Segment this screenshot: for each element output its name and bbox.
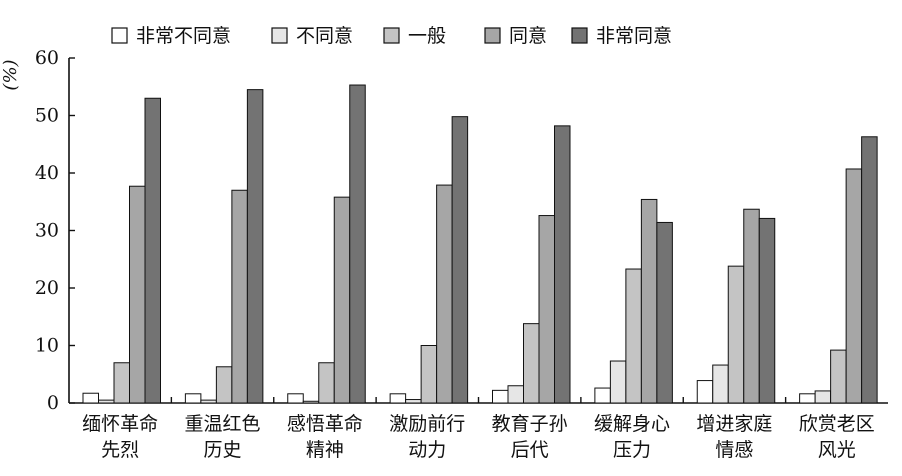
bar xyxy=(318,362,335,404)
x-tick-label: 激励前行动力 xyxy=(389,413,465,461)
bar xyxy=(389,393,407,404)
legend-label-5: 非常同意 xyxy=(596,25,672,47)
x-tick-label-line: 历史 xyxy=(204,439,242,461)
y-tick-label: 60 xyxy=(35,47,59,69)
y-tick-label: 50 xyxy=(35,105,59,127)
x-tick-label-line: 缅怀革命 xyxy=(82,413,158,435)
x-tick-label: 欣赏老区风光 xyxy=(799,413,875,461)
bar xyxy=(184,393,202,404)
bar xyxy=(333,196,351,404)
bar xyxy=(349,84,366,404)
bar xyxy=(129,185,146,404)
legend-swatch-5 xyxy=(571,27,588,44)
bar xyxy=(98,399,115,404)
x-tick-label: 缓解身心压力 xyxy=(594,413,670,461)
bar xyxy=(451,116,469,404)
bar xyxy=(758,217,776,404)
legend-label-3: 一般 xyxy=(408,25,446,47)
bar xyxy=(625,268,642,404)
legend-label-2: 不同意 xyxy=(296,25,353,47)
x-tick-label: 缅怀革命先烈 xyxy=(82,413,158,461)
bar xyxy=(287,393,304,404)
bar xyxy=(656,221,673,404)
bar xyxy=(405,399,422,404)
x-tick-label-line: 情感 xyxy=(715,439,753,461)
legend-label-1: 非常不同意 xyxy=(136,25,231,47)
bar xyxy=(861,136,878,404)
bars xyxy=(82,84,878,404)
bar xyxy=(420,345,438,404)
bar xyxy=(640,198,658,404)
x-tick-label: 教育子孙后代 xyxy=(492,413,568,461)
x-tick-label-line: 动力 xyxy=(408,439,446,461)
y-tick-label: 0 xyxy=(47,392,59,414)
bar xyxy=(492,389,509,404)
bar xyxy=(594,387,611,404)
bar xyxy=(113,362,130,404)
bar xyxy=(82,392,99,404)
legend-swatch-1 xyxy=(111,27,128,44)
legend-swatch-3 xyxy=(383,27,400,44)
x-tick-label-line: 缓解身心 xyxy=(594,413,670,435)
x-tick-label: 增进家庭情感 xyxy=(696,413,772,461)
x-tick-label-line: 激励前行 xyxy=(389,413,465,435)
x-tick-label-line: 精神 xyxy=(306,439,344,461)
bar xyxy=(830,349,847,404)
bar xyxy=(523,323,540,404)
x-tick-label-line: 重温红色 xyxy=(185,413,261,435)
bar xyxy=(845,168,863,404)
bar xyxy=(814,390,832,404)
x-tick-labels: 缅怀革命先烈重温红色历史感悟革命精神激励前行动力教育子孙后代缓解身心压力增进家庭… xyxy=(82,413,875,461)
x-tick-label-line: 增进家庭 xyxy=(696,413,772,435)
bar xyxy=(144,97,161,404)
legend-swatch-2 xyxy=(271,27,288,44)
bar xyxy=(246,89,264,404)
bar xyxy=(200,399,217,404)
bar xyxy=(215,366,233,404)
legend-label-4: 同意 xyxy=(509,25,547,47)
x-tick-label-line: 先烈 xyxy=(101,439,139,461)
bar xyxy=(436,184,453,404)
bar xyxy=(799,393,816,404)
bar xyxy=(507,385,524,404)
x-tick-label: 感悟革命精神 xyxy=(287,413,363,461)
bar xyxy=(712,364,729,404)
x-tick-label-line: 教育子孙 xyxy=(492,413,568,435)
y-tick-label: 20 xyxy=(35,277,59,299)
y-axis-label-group: (%) xyxy=(0,59,21,90)
bar xyxy=(538,215,555,404)
bar xyxy=(231,189,248,404)
y-tick-label: 10 xyxy=(35,335,59,357)
x-tick-label-line: 风光 xyxy=(818,439,856,461)
y-axis-label: (%) xyxy=(0,59,21,90)
x-tick-label-line: 后代 xyxy=(511,439,549,461)
bar xyxy=(743,208,760,404)
bar xyxy=(727,265,745,404)
x-tick-label: 重温红色历史 xyxy=(185,413,261,461)
x-tick-label-line: 感悟革命 xyxy=(287,413,363,435)
legend-swatch-4 xyxy=(484,27,501,44)
y-tick-label: 40 xyxy=(35,162,59,184)
x-tick-label-line: 压力 xyxy=(613,439,651,461)
bar xyxy=(609,360,627,404)
legend: 非常不同意 不同意 一般 同意 非常同意 xyxy=(111,25,672,47)
y-tick-label: 30 xyxy=(35,220,59,242)
bar xyxy=(302,400,320,404)
bar xyxy=(554,125,571,404)
bar xyxy=(696,380,714,404)
x-tick-label-line: 欣赏老区 xyxy=(799,413,875,435)
